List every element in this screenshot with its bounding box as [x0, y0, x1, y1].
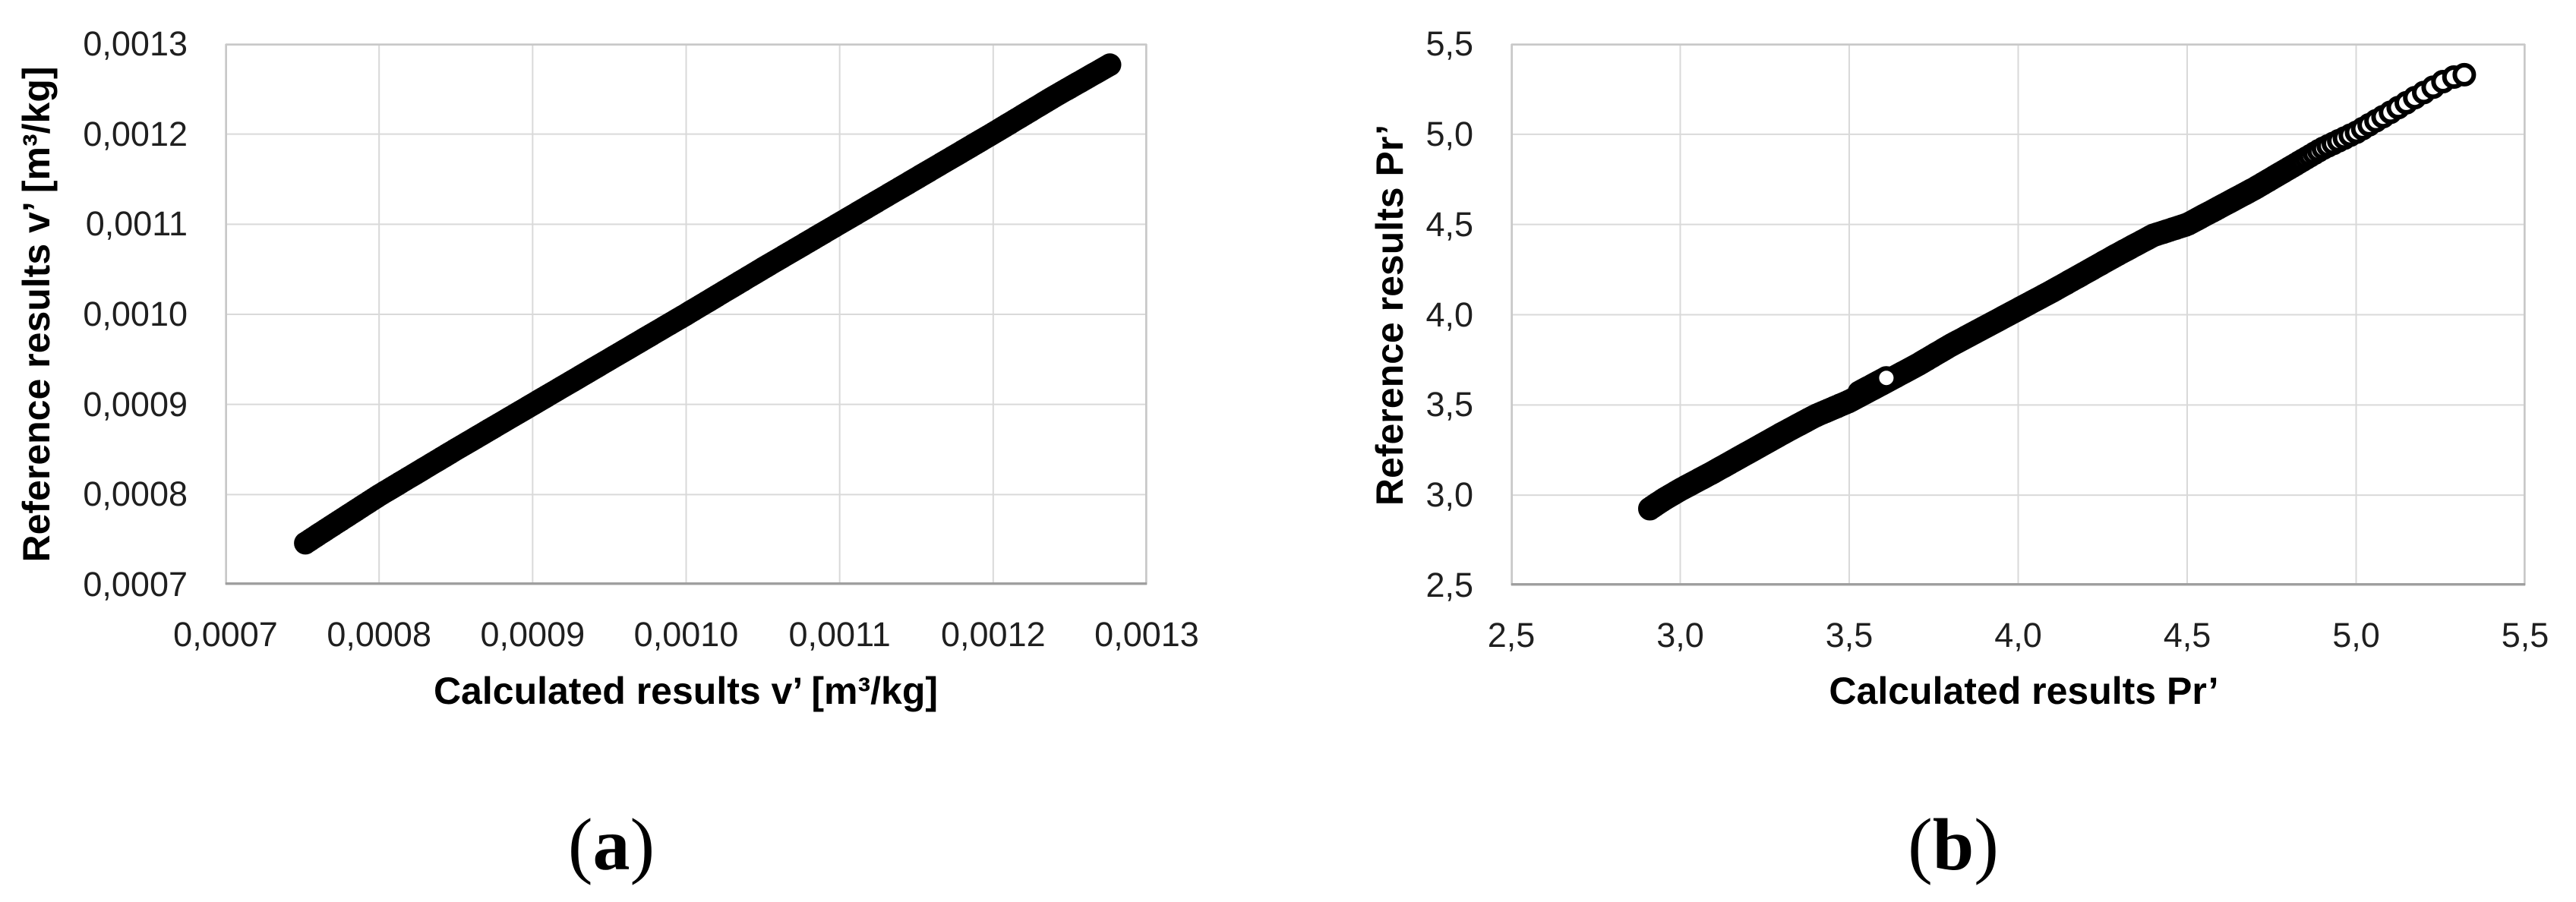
chart-b-y-tick-3: 4,0 — [1425, 295, 1473, 334]
caption-a-open-paren: ( — [567, 804, 593, 886]
chart-b-y-tick-0: 5,5 — [1425, 24, 1473, 63]
chart-a-y-tick-1: 0,0008 — [83, 475, 188, 514]
chart-a-x-tick-2: 0,0009 — [480, 615, 586, 654]
chart-a-y-tick-0: 0,0007 — [83, 565, 188, 604]
chart-a-x-tick-4: 0,0011 — [788, 615, 891, 654]
chart-a-x-tick-1: 0,0008 — [327, 615, 431, 654]
caption-a: (a) — [459, 803, 763, 887]
chart-a-series — [294, 53, 1122, 555]
chart-a-x-tick-5: 0,0012 — [941, 615, 1046, 654]
chart-b-series — [1638, 62, 2477, 521]
caption-a-letter: a — [592, 804, 630, 886]
chart-a-plot-area — [225, 43, 1148, 585]
chart-a-y-tick-3: 0,0010 — [83, 295, 188, 333]
chart-a-x-tick-0: 0,0007 — [173, 615, 278, 654]
chart-b-x-tick-1: 3,0 — [1656, 616, 1704, 654]
chart-b-plot-area — [1511, 43, 2526, 586]
caption-b-open-paren: ( — [1908, 804, 1933, 886]
chart-b-x-tick-6: 5,5 — [2501, 616, 2549, 654]
chart-b-x-tick-2: 3,5 — [1825, 616, 1874, 654]
chart-b-y-tick-6: 2,5 — [1425, 566, 1473, 604]
caption-b-close-paren: ) — [1974, 804, 1999, 886]
chart-a-y-tick-4: 0,0011 — [85, 204, 188, 244]
chart-b-x-tick-5: 5,0 — [2332, 616, 2380, 654]
chart-b-x-axis-title: Calculated results Pr’ — [1829, 670, 2219, 712]
chart-b-y-tick-2: 4,5 — [1425, 204, 1473, 244]
chart-a-x-tick-3: 0,0010 — [633, 615, 739, 654]
caption-b-letter: b — [1932, 804, 1975, 886]
chart-b-x-tick-4: 4,5 — [2163, 616, 2211, 654]
chart-a-x-axis-title: Calculated results v’ [m³/kg] — [433, 670, 939, 712]
chart-a-y-tick-6: 0,0013 — [83, 24, 188, 63]
chart-b-x-tick-0: 2,5 — [1487, 616, 1536, 654]
chart-a-y-tick-2: 0,0009 — [83, 384, 188, 424]
chart-a-y-tick-5: 0,0012 — [83, 114, 188, 153]
chart-b-x-tick-3: 4,0 — [1994, 616, 2042, 654]
caption-b: (b) — [1801, 803, 2105, 887]
chart-b-y-tick-1: 5,0 — [1425, 114, 1473, 153]
caption-a-close-paren: ) — [630, 804, 655, 886]
chart-b-y-tick-4: 3,5 — [1425, 385, 1473, 424]
chart-b-y-tick-5: 3,0 — [1425, 475, 1473, 515]
chart-a-x-tick-6: 0,0013 — [1094, 615, 1199, 654]
